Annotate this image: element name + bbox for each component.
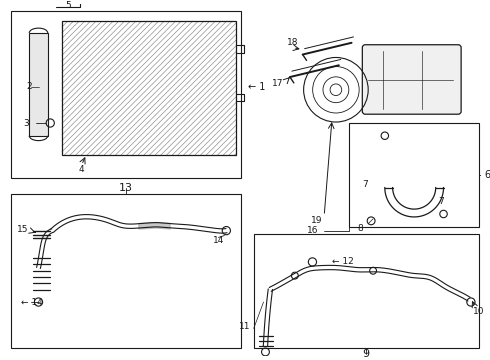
Text: 3: 3 [23, 118, 29, 127]
Text: 11: 11 [239, 322, 251, 331]
Text: 18: 18 [287, 38, 298, 47]
Text: 10: 10 [473, 307, 485, 316]
Text: 16: 16 [307, 226, 318, 235]
Text: 5: 5 [65, 1, 71, 10]
Text: 7: 7 [363, 180, 368, 189]
Text: 15: 15 [17, 225, 28, 234]
FancyBboxPatch shape [362, 45, 461, 114]
Text: 9: 9 [363, 349, 370, 359]
Text: ← 12: ← 12 [332, 257, 354, 266]
Text: ← 14: ← 14 [21, 297, 43, 306]
Text: 17: 17 [271, 79, 283, 88]
Bar [29, 33, 48, 136]
Bar [348, 123, 479, 227]
Text: 2: 2 [26, 82, 31, 91]
Text: 13: 13 [119, 183, 133, 193]
Text: 7: 7 [439, 197, 444, 206]
Bar [11, 12, 241, 178]
Bar [254, 234, 479, 348]
Bar [11, 194, 241, 348]
Text: 8: 8 [358, 224, 363, 233]
Text: ← 1: ← 1 [248, 82, 265, 92]
Text: 6: 6 [485, 170, 490, 180]
Text: 19: 19 [311, 216, 322, 225]
Bar [62, 21, 236, 155]
Text: 14: 14 [213, 236, 224, 245]
Text: 4: 4 [79, 166, 84, 175]
